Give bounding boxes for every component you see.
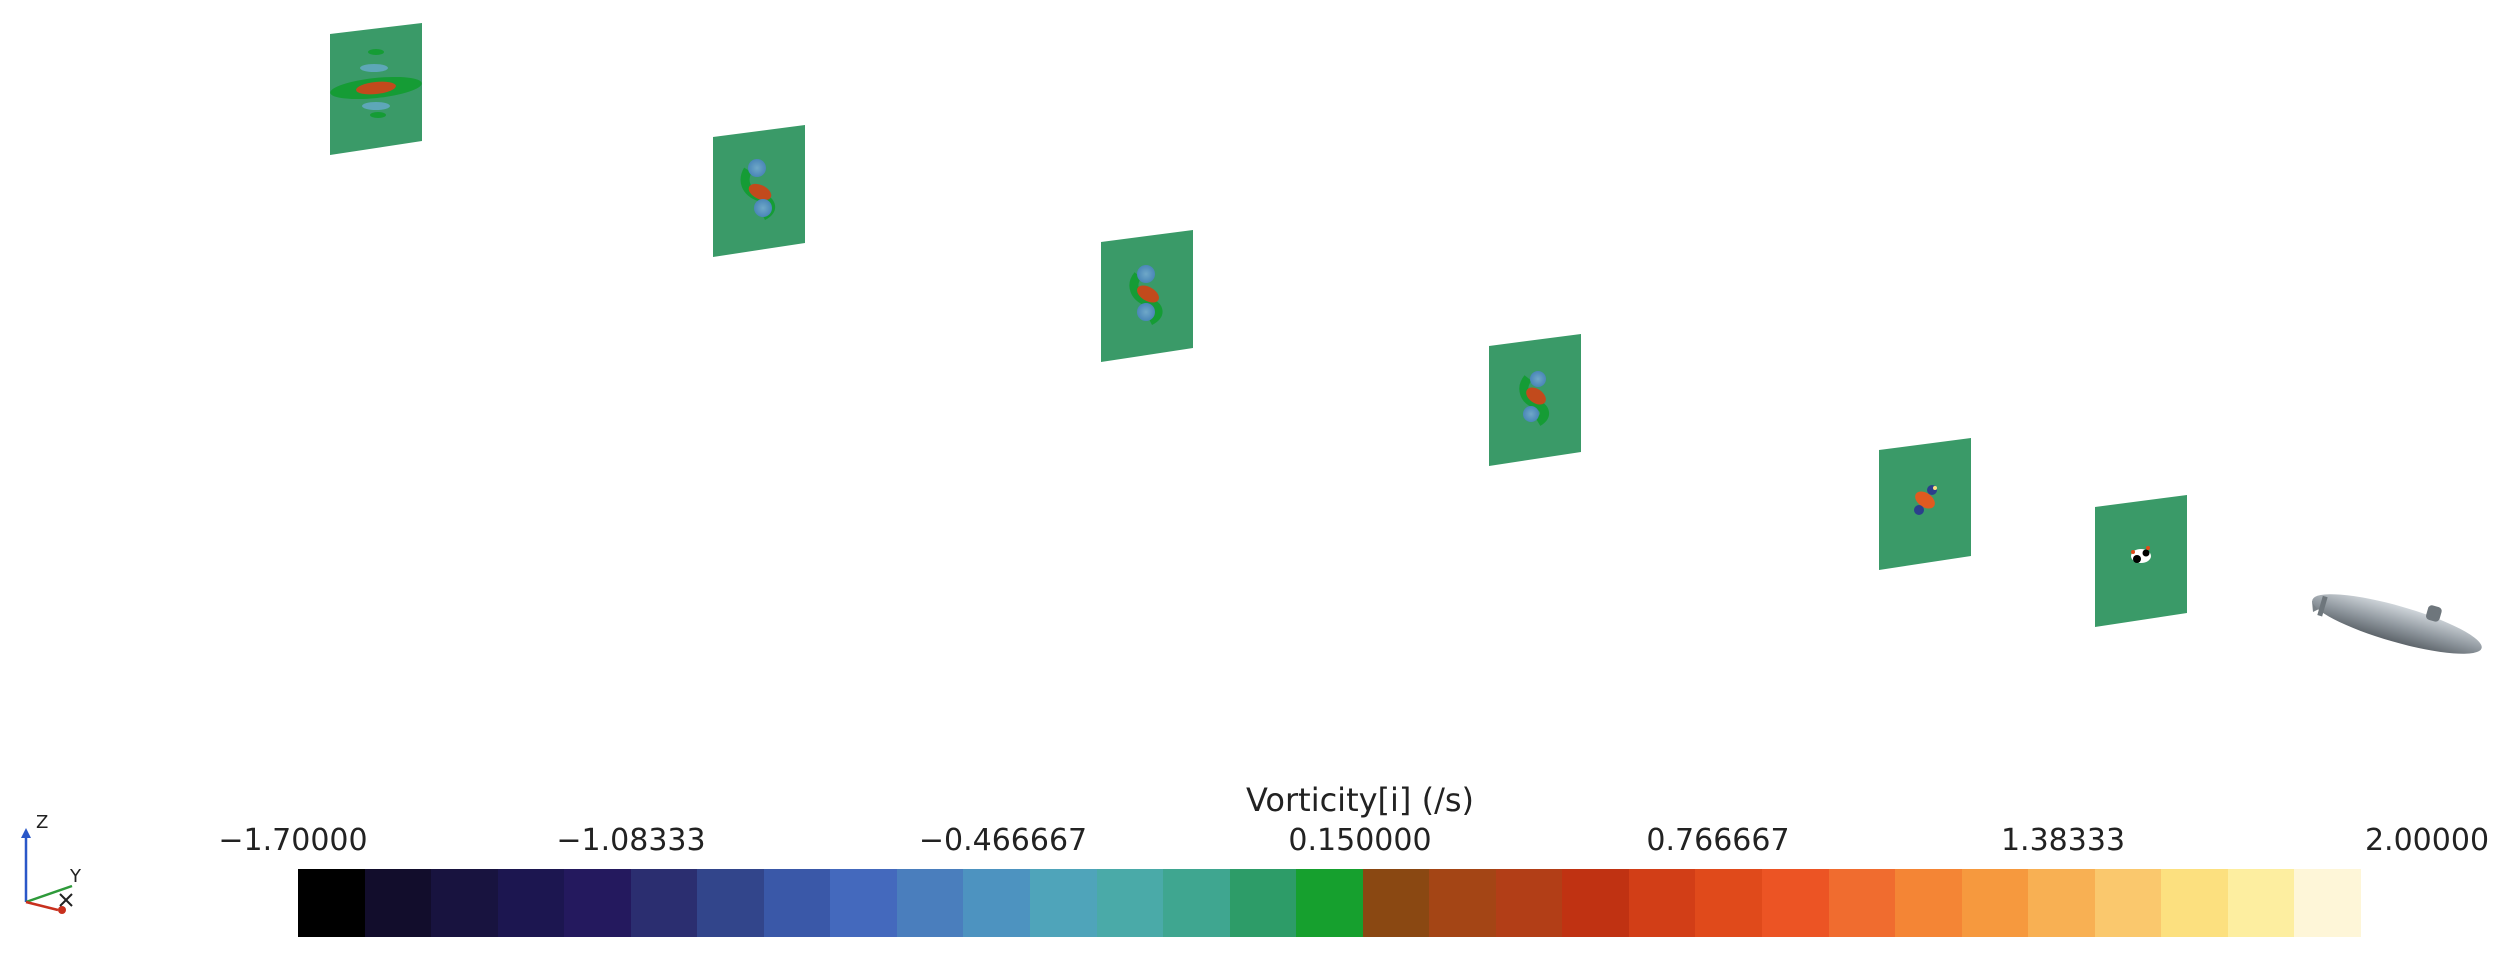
colorbar-swatch	[1762, 869, 1829, 937]
colorbar-swatch	[763, 869, 831, 937]
colorbar-tick-label: −1.08333	[556, 823, 706, 858]
colorbar-swatch	[1562, 869, 1629, 937]
colorbar-swatch	[1096, 869, 1164, 937]
colorbar-swatch	[1828, 869, 1896, 937]
colorbar-tick-label: 2.00000	[2364, 823, 2490, 858]
colorbar-swatch	[1495, 869, 1563, 937]
colorbar-swatch	[431, 869, 498, 937]
colorbar-swatch	[830, 869, 897, 937]
vorticity-slice-6	[2095, 495, 2187, 627]
colorbar-swatch	[1163, 869, 1230, 937]
colorbar-swatch	[2294, 869, 2361, 937]
vorticity-3d-view[interactable]	[0, 0, 2506, 760]
colorbar-swatch	[298, 869, 365, 937]
colorbar-swatch	[1229, 869, 1297, 937]
colorbar	[298, 869, 2361, 937]
colorbar-swatch	[1961, 869, 2029, 937]
colorbar-swatch	[1628, 869, 1696, 937]
colorbar-swatch	[1895, 869, 1962, 937]
colorbar-tick-label: 0.150000	[1288, 823, 1432, 858]
colorbar-swatch	[1429, 869, 1496, 937]
axis-triad-icon[interactable]: Z Y	[14, 810, 84, 920]
colorbar-swatch	[1362, 869, 1430, 937]
colorbar-swatch	[1695, 869, 1763, 937]
colorbar-swatch	[697, 869, 764, 937]
colorbar-swatch	[2227, 869, 2295, 937]
submarine-hull	[2312, 594, 2482, 654]
colorbar-tick-label: −1.70000	[218, 823, 368, 858]
colorbar-swatch	[2161, 869, 2228, 937]
vorticity-slice-5	[1879, 438, 1971, 570]
colorbar-swatch	[2028, 869, 2095, 937]
colorbar-tick-label: 1.38333	[2000, 823, 2126, 858]
colorbar-swatch	[2094, 869, 2162, 937]
colorbar-tick-label: −0.466667	[918, 823, 1088, 858]
legend-title: Vorticity[i] (/s)	[1246, 781, 1474, 819]
colorbar-swatch	[564, 869, 631, 937]
vorticity-slice-4	[1489, 334, 1581, 466]
colorbar-swatch	[896, 869, 964, 937]
colorbar-swatch	[963, 869, 1031, 937]
colorbar-swatch	[630, 869, 698, 937]
colorbar-swatch	[497, 869, 565, 937]
axis-label-y: Y	[69, 866, 82, 887]
colorbar-swatch	[364, 869, 432, 937]
axis-label-z: Z	[36, 812, 48, 833]
colorbar-swatch	[1296, 869, 1363, 937]
colorbar-swatch	[1030, 869, 1097, 937]
vorticity-slice-3	[1101, 230, 1193, 362]
vorticity-slice-1	[330, 23, 422, 155]
vorticity-slice-2	[713, 125, 805, 257]
colorbar-tick-label: 0.766667	[1646, 823, 1790, 858]
